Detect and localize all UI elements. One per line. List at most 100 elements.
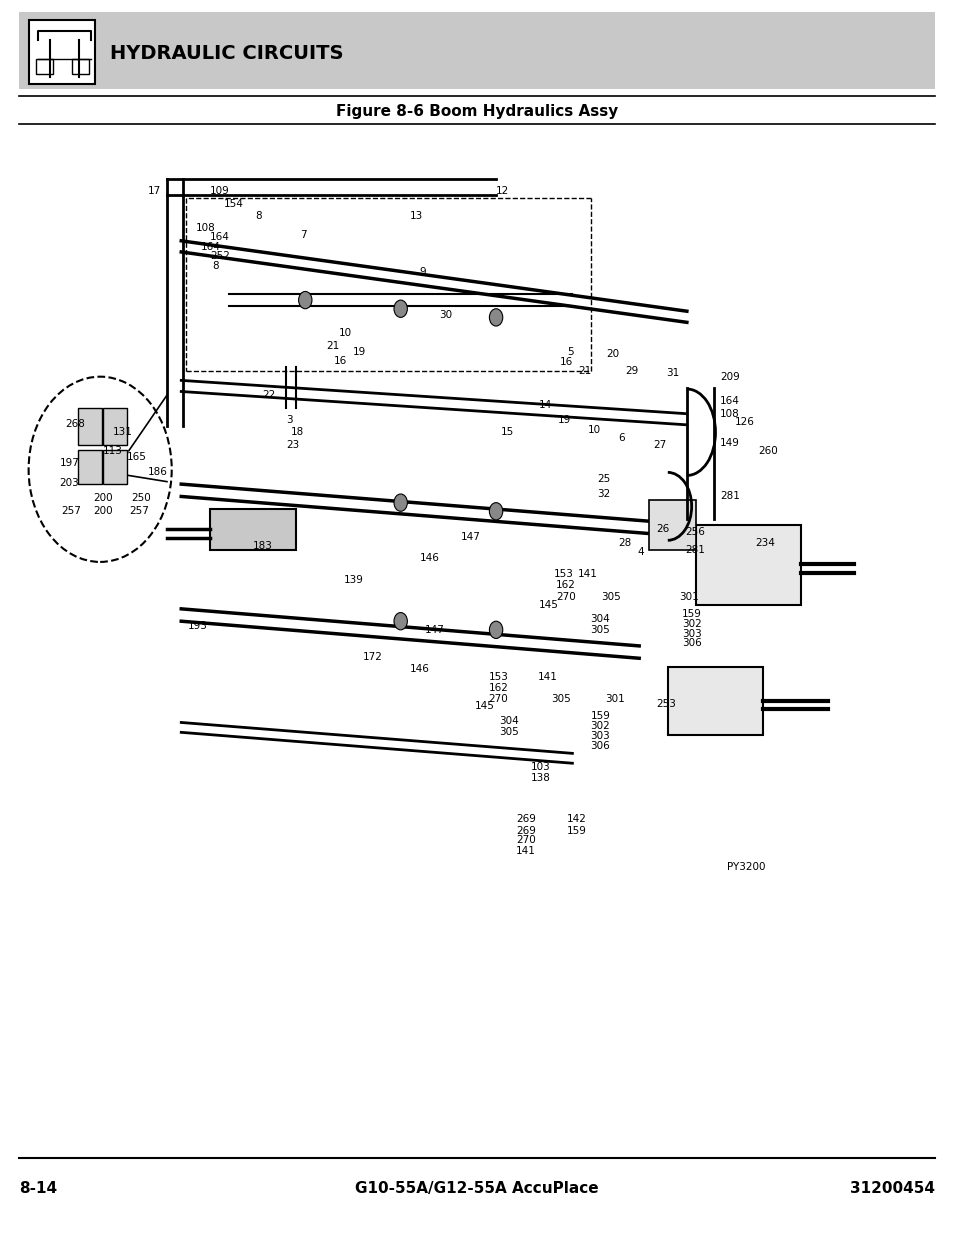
Text: 303: 303 bbox=[681, 629, 701, 638]
Text: 301: 301 bbox=[604, 694, 624, 704]
Text: 20: 20 bbox=[605, 350, 618, 359]
Text: 10: 10 bbox=[338, 329, 352, 338]
Text: 269: 269 bbox=[516, 826, 536, 836]
Text: 108: 108 bbox=[720, 409, 740, 419]
Text: 145: 145 bbox=[538, 600, 558, 610]
Text: 153: 153 bbox=[553, 569, 573, 579]
Text: 159: 159 bbox=[681, 609, 701, 619]
Text: 305: 305 bbox=[600, 592, 620, 601]
Text: 138: 138 bbox=[530, 773, 550, 783]
Text: 183: 183 bbox=[253, 541, 273, 551]
Circle shape bbox=[489, 621, 502, 638]
Text: 154: 154 bbox=[224, 199, 244, 209]
Text: 3: 3 bbox=[286, 415, 293, 425]
Text: HYDRAULIC CIRCUITS: HYDRAULIC CIRCUITS bbox=[110, 43, 343, 63]
Text: 147: 147 bbox=[424, 625, 444, 635]
Text: 281: 281 bbox=[720, 492, 740, 501]
Text: 26: 26 bbox=[656, 524, 669, 534]
Text: 14: 14 bbox=[538, 400, 552, 410]
Text: 164: 164 bbox=[720, 396, 740, 406]
Bar bbox=[696, 525, 801, 605]
Text: 250: 250 bbox=[132, 493, 152, 503]
Text: 234: 234 bbox=[755, 538, 775, 548]
Text: 253: 253 bbox=[656, 699, 676, 709]
Text: 8: 8 bbox=[255, 211, 262, 221]
Text: 17: 17 bbox=[148, 186, 161, 196]
Text: 302: 302 bbox=[681, 619, 701, 629]
Text: 257: 257 bbox=[61, 506, 81, 516]
Bar bbox=[103, 450, 127, 484]
Text: 113: 113 bbox=[103, 446, 123, 456]
Text: 16: 16 bbox=[559, 357, 573, 367]
Text: 29: 29 bbox=[624, 366, 638, 375]
Text: 164: 164 bbox=[210, 232, 230, 242]
Text: 109: 109 bbox=[210, 186, 230, 196]
Text: 6: 6 bbox=[618, 433, 624, 443]
Text: 260: 260 bbox=[758, 446, 778, 456]
Text: 145: 145 bbox=[475, 701, 495, 711]
Bar bbox=[103, 408, 127, 445]
Text: 197: 197 bbox=[60, 458, 80, 468]
Text: 164: 164 bbox=[200, 242, 220, 252]
Text: 126: 126 bbox=[734, 417, 754, 427]
Text: 305: 305 bbox=[551, 694, 571, 704]
Text: 31: 31 bbox=[665, 368, 679, 378]
Bar bbox=[71, 59, 89, 74]
Text: 304: 304 bbox=[590, 614, 610, 624]
Text: 165: 165 bbox=[127, 452, 147, 462]
Text: 159: 159 bbox=[566, 826, 586, 836]
Text: 186: 186 bbox=[148, 467, 168, 477]
Circle shape bbox=[394, 494, 407, 511]
Text: 28: 28 bbox=[618, 538, 631, 548]
Text: 209: 209 bbox=[720, 372, 740, 382]
Text: 30: 30 bbox=[438, 310, 452, 320]
Text: 172: 172 bbox=[362, 652, 382, 662]
Text: 162: 162 bbox=[488, 683, 508, 693]
Text: 252: 252 bbox=[210, 251, 230, 261]
Text: 142: 142 bbox=[566, 814, 586, 824]
Text: 162: 162 bbox=[556, 580, 576, 590]
Text: 141: 141 bbox=[516, 846, 536, 856]
Text: 27: 27 bbox=[653, 440, 666, 450]
Text: 147: 147 bbox=[460, 532, 480, 542]
Text: 159: 159 bbox=[590, 711, 610, 721]
Text: 22: 22 bbox=[262, 390, 275, 400]
Bar bbox=[648, 500, 696, 550]
Text: 10: 10 bbox=[587, 425, 600, 435]
Text: 149: 149 bbox=[720, 438, 740, 448]
Text: 131: 131 bbox=[112, 427, 132, 437]
Text: 306: 306 bbox=[590, 741, 610, 751]
Text: 21: 21 bbox=[326, 341, 339, 351]
Text: 13: 13 bbox=[410, 211, 423, 221]
Circle shape bbox=[394, 613, 407, 630]
Text: 25: 25 bbox=[597, 474, 610, 484]
Bar bbox=[36, 59, 53, 74]
Text: 7: 7 bbox=[300, 230, 307, 240]
Text: PY3200: PY3200 bbox=[726, 862, 764, 872]
Text: 5: 5 bbox=[567, 347, 574, 357]
Text: 139: 139 bbox=[343, 576, 363, 585]
Text: 301: 301 bbox=[679, 592, 699, 601]
Text: 8: 8 bbox=[212, 261, 218, 270]
Text: 303: 303 bbox=[590, 731, 610, 741]
Text: 31200454: 31200454 bbox=[849, 1181, 934, 1195]
Text: 193: 193 bbox=[188, 621, 208, 631]
Bar bbox=[667, 667, 762, 735]
Text: 268: 268 bbox=[65, 419, 85, 429]
Circle shape bbox=[489, 503, 502, 520]
Text: 19: 19 bbox=[558, 415, 571, 425]
Bar bbox=[78, 450, 102, 484]
Text: 306: 306 bbox=[681, 638, 701, 648]
Text: 23: 23 bbox=[286, 440, 299, 450]
Text: 21: 21 bbox=[578, 366, 591, 375]
Text: 16: 16 bbox=[334, 356, 347, 366]
Text: 146: 146 bbox=[419, 553, 439, 563]
Text: 256: 256 bbox=[684, 527, 704, 537]
Text: 270: 270 bbox=[516, 835, 536, 845]
Circle shape bbox=[298, 291, 312, 309]
Bar bbox=[29, 20, 95, 84]
Text: 19: 19 bbox=[353, 347, 366, 357]
Text: 281: 281 bbox=[684, 545, 704, 555]
Text: 9: 9 bbox=[419, 267, 426, 277]
Text: 146: 146 bbox=[410, 664, 430, 674]
